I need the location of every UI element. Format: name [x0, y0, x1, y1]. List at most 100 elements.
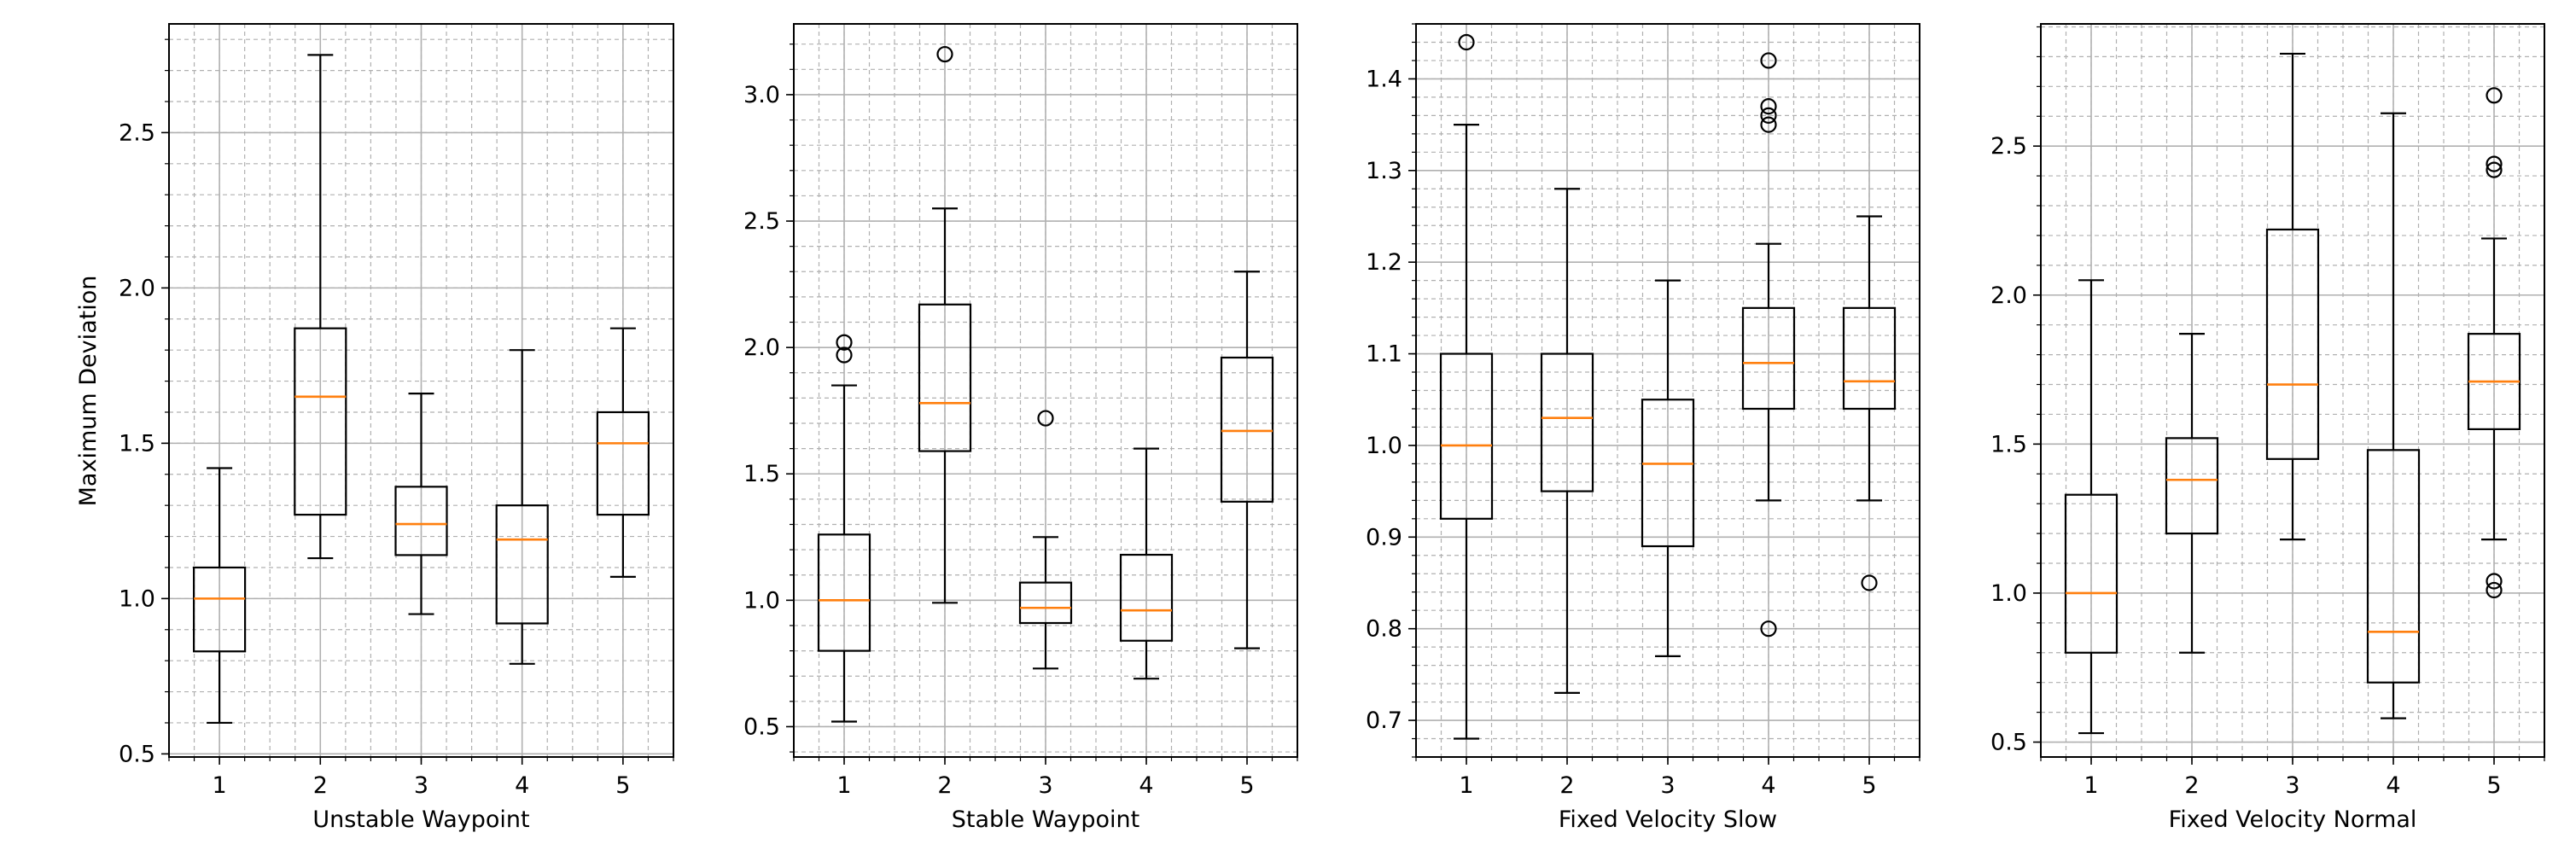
x-axis-label: Unstable Waypoint [312, 807, 529, 833]
iqr-box [1540, 352, 1594, 492]
panel-3: 0.7 0.8 0.9 1.0 1.1 1.2 1.3 1.4 1 2 3 4 5 Fixed Veloc… [1366, 23, 1920, 833]
iqr-box [1842, 306, 1897, 411]
box-1 [193, 467, 247, 725]
x-tick-label: 2 [313, 772, 328, 799]
y-tick-label: 1.5 [119, 430, 155, 457]
x-tick-label: 2 [937, 772, 952, 799]
y-tick-label: 1.2 [1366, 249, 1402, 276]
axes-frame [793, 23, 1298, 758]
outlier-point [1861, 574, 1878, 591]
y-tick-label: 1.1 [1366, 341, 1402, 368]
x-tick-label: 3 [414, 772, 428, 799]
box-2 [294, 54, 347, 560]
x-axis-label: Stable Waypoint [952, 807, 1139, 833]
y-tick-label: 1.0 [1366, 433, 1402, 459]
axes-frame [2040, 23, 2545, 758]
iqr-box [1018, 581, 1073, 625]
outlier-point [1037, 410, 1054, 427]
box-4 [2366, 112, 2421, 719]
x-tick-label: 4 [1139, 772, 1153, 799]
outlier-point [2486, 581, 2503, 599]
outlier-point [836, 346, 853, 364]
x-tick-label: 1 [2084, 772, 2098, 799]
iqr-box [1220, 356, 1274, 503]
iqr-box [1741, 306, 1796, 411]
outlier-point [836, 334, 853, 351]
axes-frame [168, 23, 674, 758]
y-tick-label: 0.5 [119, 741, 155, 767]
iqr-box [495, 504, 549, 625]
outlier-point [2486, 161, 2503, 178]
axes-frame [1415, 23, 1920, 758]
y-tick-label: 2.0 [743, 335, 780, 361]
y-tick-label: 1.5 [743, 461, 780, 487]
x-tick-label: 4 [1761, 772, 1775, 799]
iqr-box [193, 566, 247, 653]
x-tick-label: 1 [836, 772, 851, 799]
x-tick-label: 1 [1459, 772, 1473, 799]
box-1 [817, 334, 871, 723]
y-tick-label: 0.5 [1990, 730, 2027, 756]
x-tick-label: 4 [2386, 772, 2400, 799]
box-1 [1439, 33, 1494, 740]
x-tick-label: 5 [615, 772, 630, 799]
y-tick-label: 2.5 [1990, 133, 2027, 160]
iqr-box [394, 486, 448, 556]
iqr-box [817, 533, 871, 652]
outlier-point [1458, 33, 1475, 51]
x-axis-label: Fixed Velocity Normal [2169, 807, 2417, 833]
x-tick-label: 2 [2184, 772, 2199, 799]
y-tick-label: 2.5 [743, 208, 780, 235]
x-tick-label: 2 [1559, 772, 1574, 799]
y-tick-label: 3.0 [743, 82, 780, 108]
y-tick-label: 2.5 [119, 119, 155, 146]
iqr-box [2165, 437, 2219, 535]
iqr-box [918, 303, 972, 452]
y-tick-label: 1.0 [1990, 580, 2027, 607]
outlier-point [1760, 98, 1777, 115]
y-tick-label: 2.0 [1990, 282, 2027, 309]
outlier-point [2486, 155, 2503, 172]
box-3 [1641, 279, 1695, 657]
panel-2: 0.5 1.0 1.5 2.0 2.5 3.0 1 2 3 4 5 Stable Waypoint [743, 23, 1298, 833]
x-tick-label: 1 [213, 772, 227, 799]
x-tick-label: 5 [2486, 772, 2501, 799]
box-3 [394, 393, 448, 615]
box-3 [1018, 410, 1073, 670]
y-tick-label: 1.4 [1366, 66, 1402, 92]
iqr-box [294, 327, 347, 516]
x-tick-label: 5 [1862, 772, 1876, 799]
box-1 [2064, 279, 2118, 735]
x-tick-label: 5 [1239, 772, 1254, 799]
box-5 [2467, 87, 2521, 599]
iqr-box [596, 411, 650, 516]
outlier-point [1760, 620, 1777, 638]
box-5 [596, 327, 650, 578]
box-3 [2265, 52, 2320, 541]
y-tick-label: 1.0 [119, 585, 155, 612]
box-4 [1741, 52, 1796, 638]
outlier-point [936, 45, 953, 63]
panel-1: 0.5 1.0 1.5 2.0 2.5 1 2 3 4 5 Unstable Waypoint [119, 23, 674, 833]
y-tick-label: 1.3 [1366, 158, 1402, 184]
y-tick-label: 1.5 [1990, 431, 2027, 457]
box-5 [1220, 271, 1274, 649]
x-tick-label: 3 [1660, 772, 1675, 799]
outlier-point [2486, 87, 2503, 104]
y-tick-label: 0.7 [1366, 708, 1402, 734]
iqr-box [2064, 493, 2118, 654]
x-tick-label: 4 [515, 772, 529, 799]
outlier-point [1760, 107, 1777, 124]
outlier-point [2486, 573, 2503, 590]
box-4 [1119, 447, 1174, 680]
box-2 [918, 45, 972, 604]
box-2 [1540, 188, 1594, 694]
iqr-box [1641, 399, 1695, 548]
box-2 [2165, 333, 2219, 654]
iqr-box [2265, 228, 2320, 460]
iqr-box [1439, 352, 1494, 520]
box-4 [495, 349, 549, 665]
x-tick-label: 3 [2285, 772, 2299, 799]
y-tick-label: 1.0 [743, 587, 780, 614]
